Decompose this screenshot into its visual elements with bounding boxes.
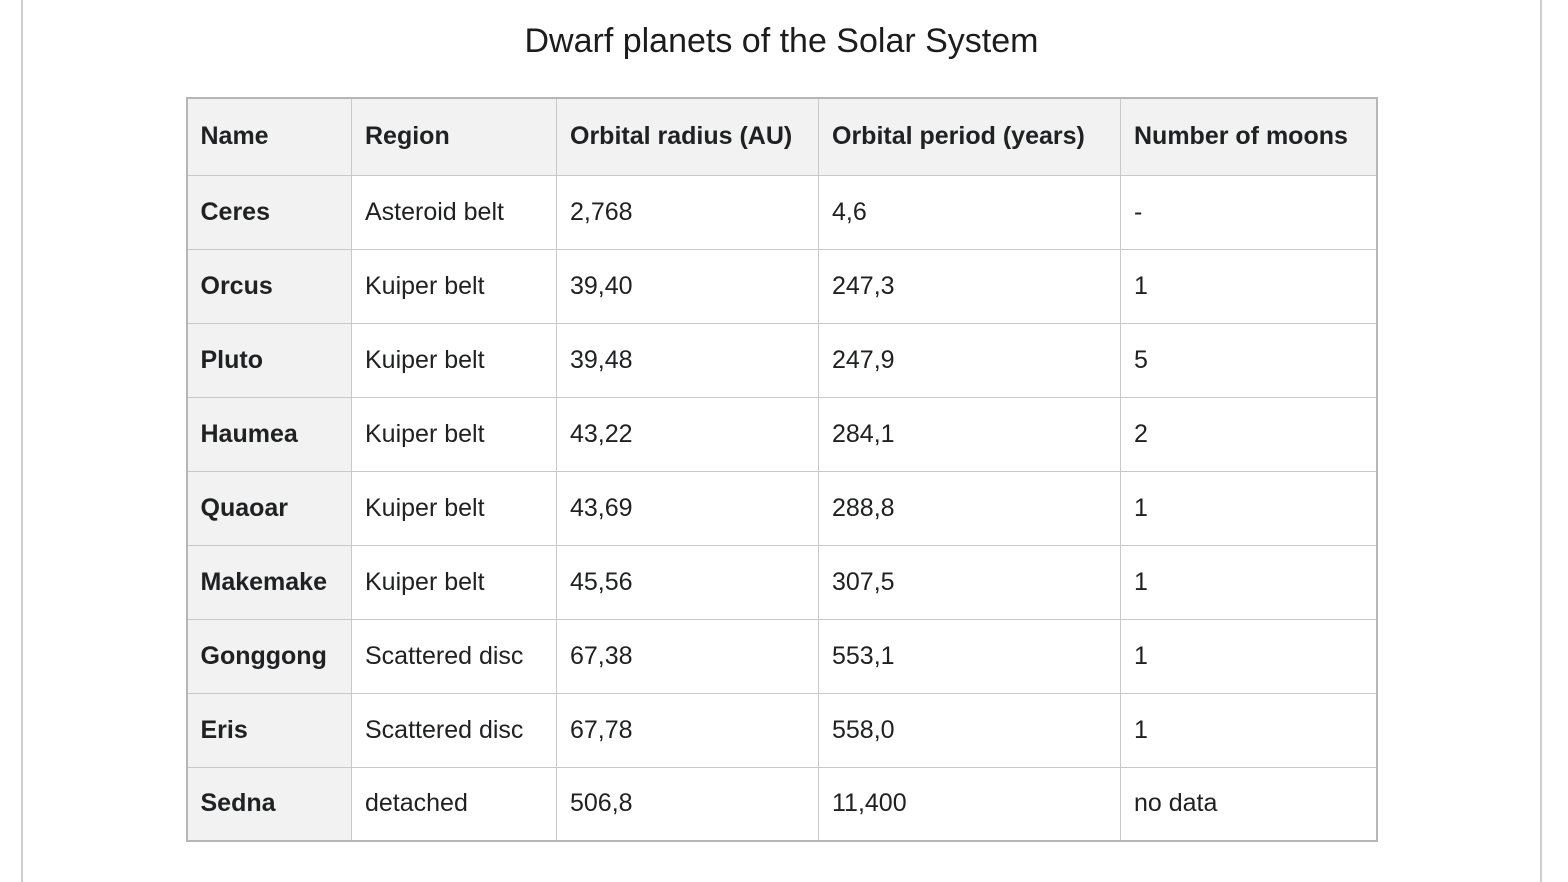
table-row: Orcus Kuiper belt 39,40 247,3 1 xyxy=(186,248,1377,324)
table-cell: 288,8 xyxy=(818,470,1121,546)
column-header: Orbital period (years) xyxy=(818,97,1121,176)
table-cell: Kuiper belt xyxy=(351,322,557,398)
table-cell: 43,69 xyxy=(556,470,819,546)
table-cell: Asteroid belt xyxy=(351,174,557,250)
table-row: Quaoar Kuiper belt 43,69 288,8 1 xyxy=(186,470,1377,546)
table-cell: detached xyxy=(351,766,557,842)
table-cell: Kuiper belt xyxy=(351,248,557,324)
table-cell: 39,40 xyxy=(556,248,819,324)
column-header: Name xyxy=(186,97,352,176)
row-header-cell: Eris xyxy=(186,692,352,768)
row-header-cell: Sedna xyxy=(186,766,352,842)
table-cell: Kuiper belt xyxy=(351,470,557,546)
table-cell: 247,9 xyxy=(818,322,1121,398)
table-cell: 2 xyxy=(1120,396,1377,472)
row-header-cell: Pluto xyxy=(186,322,352,398)
table-cell: Kuiper belt xyxy=(351,544,557,620)
table-row: Makemake Kuiper belt 45,56 307,5 1 xyxy=(186,544,1377,620)
table-row: Gonggong Scattered disc 67,38 553,1 1 xyxy=(186,618,1377,694)
row-header-cell: Ceres xyxy=(186,174,352,250)
column-header: Orbital radius (AU) xyxy=(556,97,819,176)
table-row: Ceres Asteroid belt 2,768 4,6- xyxy=(186,174,1377,250)
table-cell: 11,400 xyxy=(818,766,1121,842)
table-cell: 247,3 xyxy=(818,248,1121,324)
row-header-cell: Makemake xyxy=(186,544,352,620)
table-cell: 1 xyxy=(1120,618,1377,694)
column-header: Region xyxy=(351,97,557,176)
table-cell: 307,5 xyxy=(818,544,1121,620)
table-cell: 558,0 xyxy=(818,692,1121,768)
table-cell: 4,6 xyxy=(818,174,1121,250)
table-cell: 284,1 xyxy=(818,396,1121,472)
table-row: Pluto Kuiper belt 39,48 247,9 5 xyxy=(186,322,1377,398)
table-cell: - xyxy=(1120,174,1377,250)
row-header-cell: Orcus xyxy=(186,248,352,324)
table-cell: 43,22 xyxy=(556,396,819,472)
table-cell: 39,48 xyxy=(556,322,819,398)
table-cell: 67,78 xyxy=(556,692,819,768)
table-body: Ceres Asteroid belt 2,768 4,6- Orcus Kuiper b… xyxy=(186,174,1377,842)
table-row: Sedna detached 506,8 11,400 no data xyxy=(186,766,1377,842)
table-cell: Kuiper belt xyxy=(351,396,557,472)
row-header-cell: Quaoar xyxy=(186,470,352,546)
table-row: Eris Scattered disc 67,78 558,0 1 xyxy=(186,692,1377,768)
dwarf-planets-table: Name Region Orbital radius (AU) Orbital per… xyxy=(185,97,1378,842)
table-cell: 45,56 xyxy=(556,544,819,620)
table-cell: Scattered disc xyxy=(351,692,557,768)
table-row: Haumea Kuiper belt 43,22 284,1 2 xyxy=(186,396,1377,472)
table-cell: 1 xyxy=(1120,248,1377,324)
table-cell: 553,1 xyxy=(818,618,1121,694)
document-page: Dwarf planets of the Solar System Name Re… xyxy=(21,0,1542,882)
table-cell: Scattered disc xyxy=(351,618,557,694)
column-header: Number of moons xyxy=(1120,97,1377,176)
row-header-cell: Haumea xyxy=(186,396,352,472)
table-cell: 1 xyxy=(1120,544,1377,620)
table-cell: 506,8 xyxy=(556,766,819,842)
header-row: Name Region Orbital radius (AU) Orbital per… xyxy=(186,97,1377,176)
table-cell: 1 xyxy=(1120,692,1377,768)
table-cell: 67,38 xyxy=(556,618,819,694)
table-cell: 2,768 xyxy=(556,174,819,250)
table-cell: 1 xyxy=(1120,470,1377,546)
page-title: Dwarf planets of the Solar System xyxy=(524,22,1039,60)
table-cell: 5 xyxy=(1120,322,1377,398)
table-cell: no data xyxy=(1120,766,1377,842)
row-header-cell: Gonggong xyxy=(186,618,352,694)
